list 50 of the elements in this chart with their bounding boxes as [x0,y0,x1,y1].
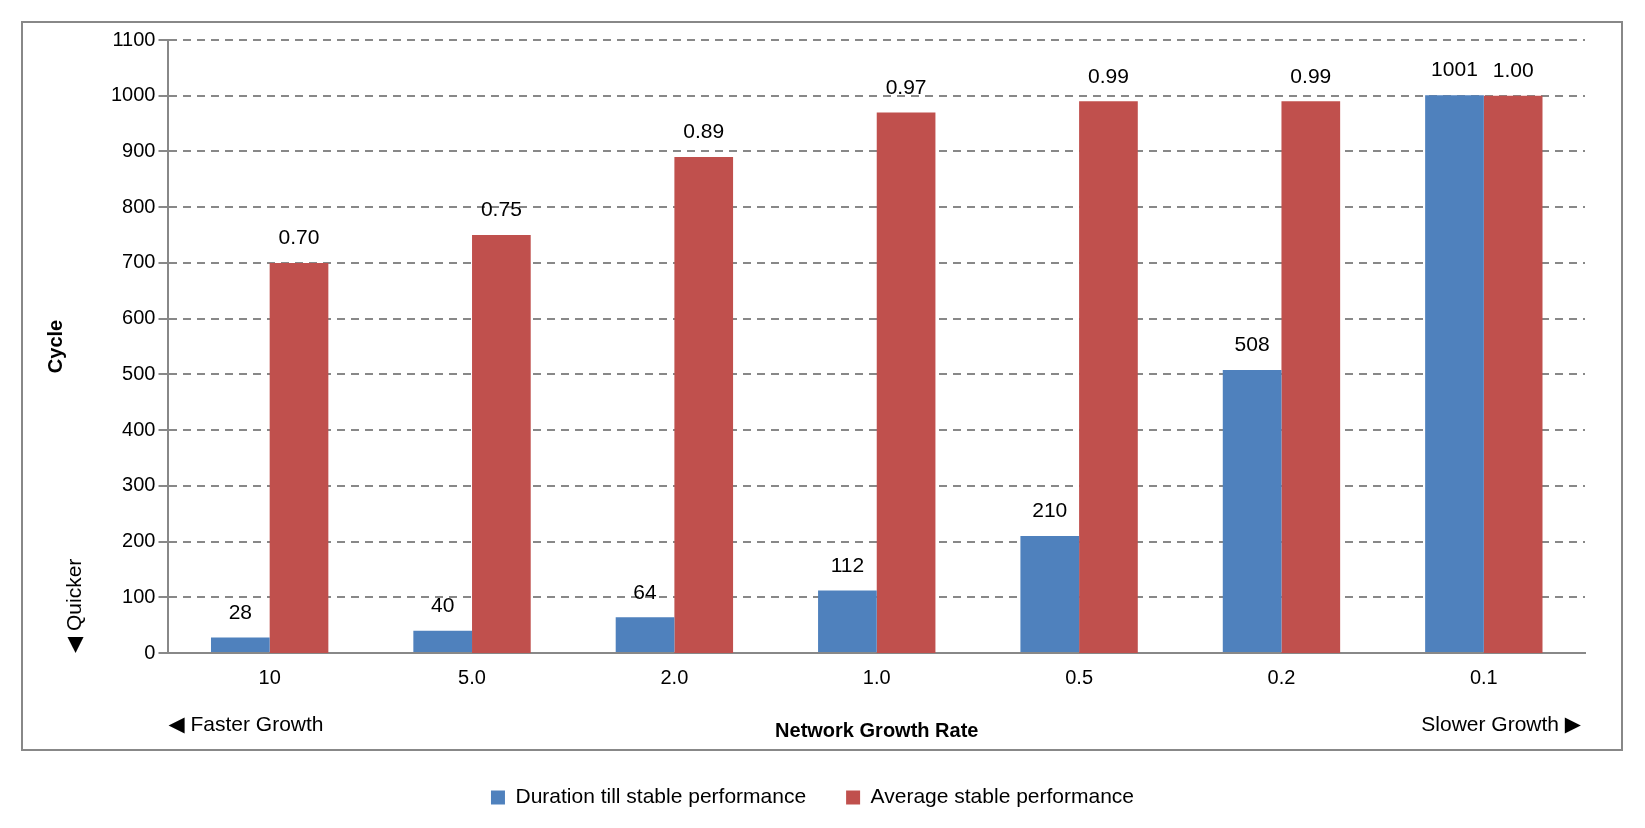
y-tick-label: 900 [122,138,156,161]
y-tick-label: 500 [122,361,156,384]
x-tick-label: 0.1 [1469,665,1498,688]
bar [876,112,936,653]
data-label: 0.97 [885,74,927,98]
data-label: 210 [1032,498,1068,522]
text: Slower Growth ▶ [1421,711,1582,735]
bar [674,157,734,653]
data-label: 508 [1234,332,1270,356]
y-axis-title: Cycle [43,319,66,374]
y-tick-label: 200 [122,529,156,552]
text: ◀ Faster Growth [168,711,324,735]
legend-label: Average stable performance [870,784,1135,808]
x-tick-label: 10 [258,665,281,688]
legend-label: Duration till stable performance [515,784,807,808]
y-tick-label: 600 [122,306,156,329]
data-label: 112 [830,552,865,576]
x-tick-label: 5.0 [458,665,486,688]
data-label: 0.99 [1290,63,1332,87]
y-tick-label: 400 [122,417,156,440]
bar [269,262,329,653]
data-label: 0.75 [480,197,522,221]
bar [472,235,531,653]
data-label: 1001 [1431,57,1478,81]
bar [1079,101,1138,653]
x-tick-label: 0.2 [1267,665,1296,688]
bar [818,590,877,652]
data-label: 1.00 [1492,58,1534,82]
x-tick-label: 1.0 [862,665,891,688]
x-axis-title: Network Growth Rate [775,718,979,741]
data-label: 64 [633,579,658,603]
data-label: 0.99 [1088,63,1129,87]
data-label: 40 [431,593,455,617]
y-tick-label: 0 [144,640,156,663]
text: ◀ Quicker [61,558,85,653]
bar [615,617,675,652]
x-tick-label: 2.0 [660,665,689,688]
data-label: 0.89 [683,119,725,143]
x-tick-label: 0.5 [1065,665,1094,688]
y-tick-label: 1000 [110,83,156,106]
data-label: 0.70 [278,225,320,249]
y-tick-label: 1100 [112,27,156,50]
y-tick-label: 100 [122,584,156,607]
data-label: 28 [228,599,253,623]
bar [1020,535,1080,652]
bar [413,630,473,652]
y-tick-label: 800 [122,194,156,217]
bar [210,637,270,652]
y-tick-label: 300 [122,473,156,496]
y-tick-label: 700 [122,250,156,273]
